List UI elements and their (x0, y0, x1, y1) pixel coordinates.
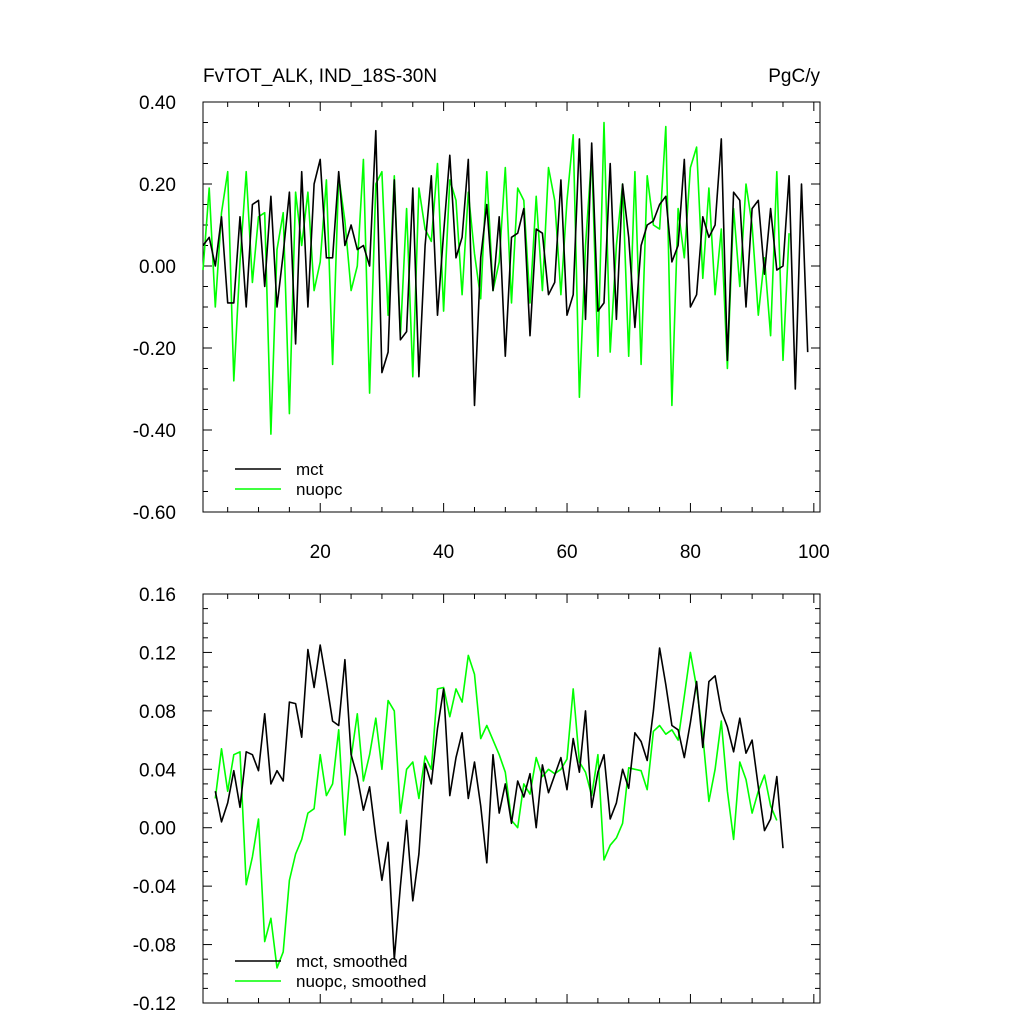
y-tick-label: -0.60 (133, 503, 176, 524)
series-line-nuopc (202, 121, 790, 435)
plot-frame (202, 593, 821, 1004)
x-tick-label: 60 (556, 542, 577, 563)
top-panel: 0.40 0.20 0.00 -0.20 -0.40 -0.60 20 40 60 80 100 mc… (133, 93, 830, 563)
legend-label: nuopc, smoothed (296, 972, 426, 991)
y-tick-label: 0.20 (139, 175, 176, 196)
legend-label: nuopc (296, 480, 343, 499)
y-tick-label: 0.00 (139, 819, 176, 840)
series-line-mct (202, 129, 809, 407)
legend-label: mct (296, 460, 324, 479)
series-line-nuopc-smoothed (214, 651, 778, 969)
y-tick-label: 0.12 (139, 643, 176, 664)
series-line-mct-smoothed (214, 644, 784, 961)
legend-label: mct, smoothed (296, 952, 408, 971)
y-tick-label: -0.12 (133, 994, 176, 1015)
x-tick-label: 20 (310, 542, 331, 563)
y-tick-label: 0.16 (139, 585, 176, 606)
x-tick-label: 80 (680, 542, 701, 563)
chart-title: FvTOT_ALK, IND_18S-30N (203, 66, 437, 87)
y-tick-label: 0.40 (139, 93, 176, 114)
y-tick-label: -0.04 (133, 877, 177, 898)
y-tick-label: -0.20 (133, 339, 176, 360)
x-tick-label: 100 (798, 542, 830, 563)
y-tick-label: 0.00 (139, 257, 176, 278)
y-tick-label: -0.08 (133, 936, 176, 957)
y-tick-label: 0.08 (139, 702, 176, 723)
plot-frame (202, 101, 821, 513)
bottom-panel: 0.16 0.12 0.08 0.04 0.00 -0.04 -0.08 -0.12 mct, … (133, 585, 821, 1015)
y-tick-label: -0.40 (133, 421, 176, 442)
x-tick-label: 40 (433, 542, 454, 563)
y-tick-label: 0.04 (139, 760, 176, 781)
units-label: PgC/y (768, 66, 820, 87)
